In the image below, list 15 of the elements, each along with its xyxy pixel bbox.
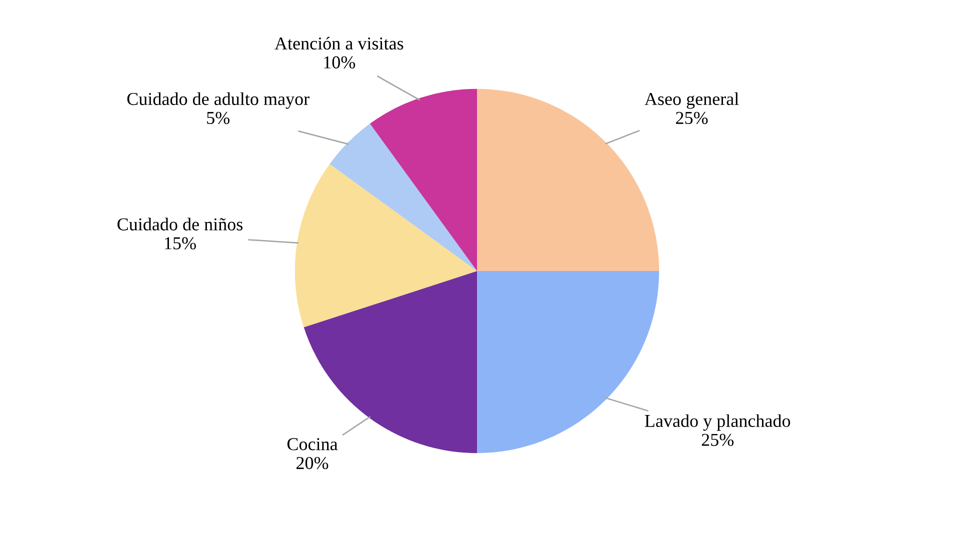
- data-label: 25%: [676, 112, 708, 124]
- data-label: 10%: [324, 56, 356, 69]
- slice-label: Cocina: [287, 438, 338, 450]
- slice-label: Aseo general: [644, 92, 739, 109]
- slice-label: Cuidado de niños: [118, 218, 243, 230]
- pie-slice: [330, 124, 477, 271]
- data-label: 5%: [207, 112, 230, 124]
- slice-label: Lavado y planchado: [644, 414, 790, 431]
- slice-label: Atención a visitas: [274, 36, 404, 50]
- pie-slice: [294, 164, 477, 328]
- data-label: 25%: [702, 434, 734, 446]
- data-label: 15%: [165, 237, 196, 250]
- pie-slice: [370, 88, 477, 271]
- slice-label: Cuidado de adulto mayor: [127, 92, 310, 109]
- data-label: 20%: [296, 456, 328, 470]
